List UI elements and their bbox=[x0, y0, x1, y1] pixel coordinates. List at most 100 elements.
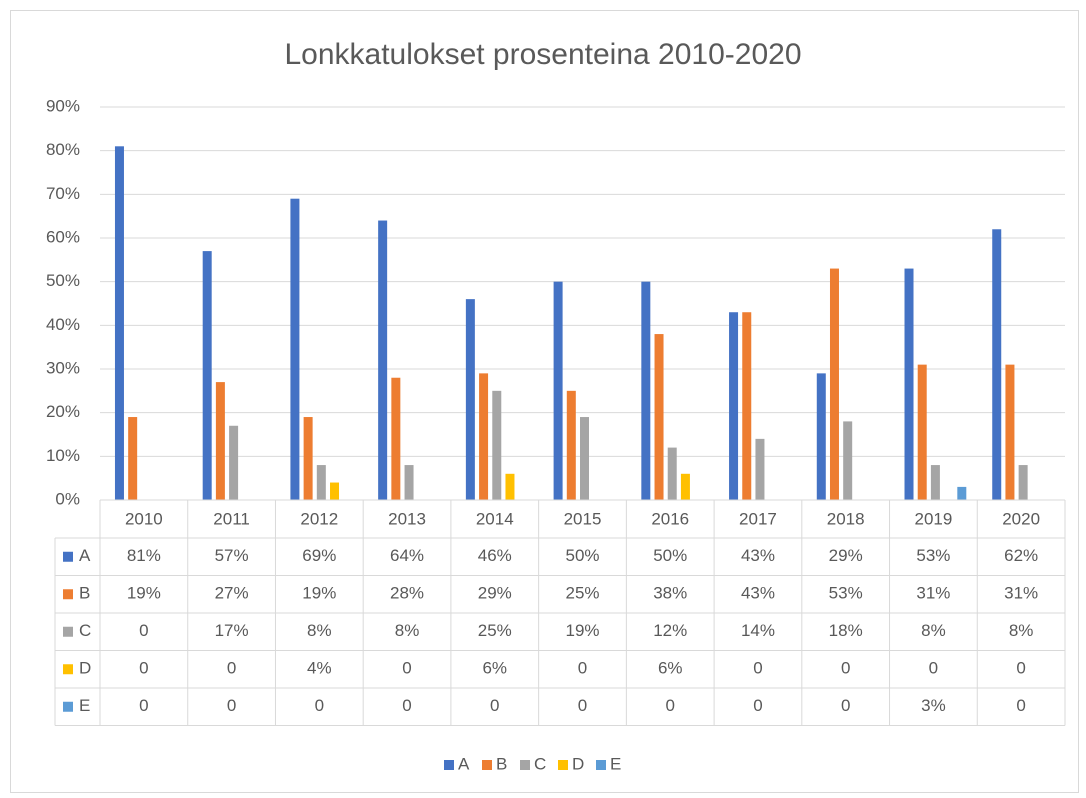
table-cell: 0 bbox=[402, 696, 411, 715]
bar bbox=[553, 281, 563, 500]
legend-key bbox=[63, 589, 73, 600]
bar bbox=[843, 421, 853, 500]
table-cell: 0 bbox=[665, 696, 674, 715]
table-cell: 46% bbox=[478, 546, 512, 565]
legend-key bbox=[482, 760, 492, 770]
x-tick-label: 2011 bbox=[213, 509, 250, 528]
table-cell: 0 bbox=[841, 659, 850, 678]
table-cell: 8% bbox=[395, 621, 420, 640]
bar bbox=[654, 334, 664, 500]
table-series-label: E bbox=[79, 696, 90, 715]
y-tick-label: 20% bbox=[46, 402, 80, 421]
bar bbox=[930, 465, 940, 500]
table-cell: 18% bbox=[829, 621, 863, 640]
y-tick-label: 10% bbox=[46, 446, 80, 465]
table-cell: 12% bbox=[653, 621, 687, 640]
bar bbox=[680, 473, 690, 500]
bar bbox=[829, 268, 839, 500]
table-cell: 57% bbox=[215, 546, 249, 565]
table-cell: 43% bbox=[741, 546, 775, 565]
table-cell: 0 bbox=[841, 696, 850, 715]
chart-frame bbox=[10, 10, 1079, 793]
x-tick-label: 2016 bbox=[651, 509, 689, 528]
legend-key bbox=[63, 701, 73, 712]
table-cell: 0 bbox=[315, 696, 324, 715]
table-cell: 8% bbox=[921, 621, 946, 640]
legend-label: B bbox=[496, 754, 507, 773]
y-tick-label: 30% bbox=[46, 358, 80, 377]
bar bbox=[566, 390, 576, 500]
table-cell: 50% bbox=[653, 546, 687, 565]
table-cell: 6% bbox=[482, 659, 507, 678]
table-cell: 8% bbox=[307, 621, 332, 640]
table-cell: 28% bbox=[390, 584, 424, 603]
chart-title: Lonkkatulokset prosenteina 2010-2020 bbox=[284, 38, 801, 71]
bar bbox=[904, 268, 914, 500]
bar bbox=[479, 373, 489, 500]
bar bbox=[641, 281, 651, 500]
table-cell: 0 bbox=[402, 659, 411, 678]
table-cell: 29% bbox=[478, 584, 512, 603]
table-cell: 53% bbox=[916, 546, 950, 565]
bar bbox=[114, 146, 124, 501]
table-cell: 0 bbox=[139, 659, 148, 678]
table-cell: 50% bbox=[565, 546, 599, 565]
legend-key bbox=[558, 760, 568, 770]
table-cell: 19% bbox=[565, 621, 599, 640]
y-tick-label: 60% bbox=[46, 227, 80, 246]
legend-key bbox=[63, 551, 73, 562]
table-cell: 19% bbox=[127, 584, 161, 603]
x-tick-label: 2020 bbox=[1002, 509, 1040, 528]
bar bbox=[316, 465, 326, 500]
table-cell: 0 bbox=[1016, 659, 1025, 678]
legend-label: A bbox=[458, 754, 470, 773]
x-tick-label: 2013 bbox=[388, 509, 426, 528]
table-cell: 31% bbox=[916, 584, 950, 603]
table-cell: 25% bbox=[478, 621, 512, 640]
table-cell: 0 bbox=[490, 696, 499, 715]
table-cell: 8% bbox=[1009, 621, 1034, 640]
x-tick-label: 2017 bbox=[739, 509, 777, 528]
x-tick-label: 2018 bbox=[827, 509, 865, 528]
table-cell: 3% bbox=[921, 696, 946, 715]
bar bbox=[742, 312, 752, 500]
x-tick-label: 2019 bbox=[914, 509, 952, 528]
table-cell: 64% bbox=[390, 546, 424, 565]
bar bbox=[303, 417, 313, 500]
table-series-label: B bbox=[79, 584, 90, 603]
table-cell: 0 bbox=[227, 659, 236, 678]
bar bbox=[992, 229, 1002, 500]
y-tick-label: 50% bbox=[46, 271, 80, 290]
table-series-label: D bbox=[79, 659, 91, 678]
table-cell: 0 bbox=[753, 696, 762, 715]
table-cell: 0 bbox=[753, 659, 762, 678]
table-cell: 0 bbox=[929, 659, 938, 678]
bar bbox=[128, 417, 138, 500]
y-tick-label: 40% bbox=[46, 315, 80, 334]
bar bbox=[1018, 465, 1028, 500]
bar bbox=[465, 299, 475, 500]
bar bbox=[917, 364, 927, 500]
table-cell: 4% bbox=[307, 659, 332, 678]
x-tick-label: 2010 bbox=[125, 509, 163, 528]
bar bbox=[330, 482, 340, 500]
table-cell: 25% bbox=[565, 584, 599, 603]
bar bbox=[957, 486, 967, 500]
table-cell: 0 bbox=[227, 696, 236, 715]
bar bbox=[229, 425, 239, 500]
y-tick-label: 0% bbox=[55, 489, 80, 508]
legend-label: E bbox=[610, 754, 621, 773]
bar bbox=[391, 377, 401, 500]
bar bbox=[404, 465, 414, 500]
table-cell: 17% bbox=[215, 621, 249, 640]
table-cell: 0 bbox=[139, 696, 148, 715]
table-cell: 29% bbox=[829, 546, 863, 565]
bar bbox=[1005, 364, 1015, 500]
table-cell: 0 bbox=[578, 659, 587, 678]
bar bbox=[290, 198, 300, 500]
table-cell: 62% bbox=[1004, 546, 1038, 565]
x-tick-label: 2015 bbox=[564, 509, 602, 528]
legend-key bbox=[520, 760, 530, 770]
table-cell: 31% bbox=[1004, 584, 1038, 603]
